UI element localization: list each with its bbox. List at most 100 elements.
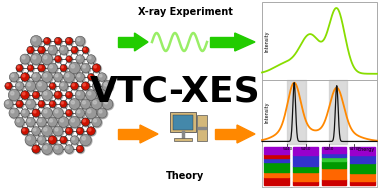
Circle shape <box>77 56 85 64</box>
Circle shape <box>54 91 62 99</box>
Circle shape <box>67 57 69 59</box>
Circle shape <box>17 83 20 86</box>
Bar <box>264 147 289 154</box>
Circle shape <box>15 82 24 90</box>
Bar <box>264 154 289 158</box>
Bar <box>322 157 346 161</box>
Circle shape <box>83 84 85 86</box>
Bar <box>293 172 318 181</box>
Circle shape <box>21 127 29 135</box>
Circle shape <box>21 109 29 117</box>
Circle shape <box>27 83 31 86</box>
Circle shape <box>39 47 46 55</box>
Circle shape <box>71 101 74 104</box>
Circle shape <box>26 82 36 92</box>
Circle shape <box>55 146 58 149</box>
Circle shape <box>26 135 37 146</box>
Circle shape <box>42 54 53 65</box>
Circle shape <box>25 135 36 146</box>
Circle shape <box>93 101 96 104</box>
Circle shape <box>27 118 36 127</box>
Circle shape <box>33 110 41 118</box>
Circle shape <box>66 56 72 62</box>
Circle shape <box>39 137 42 140</box>
Circle shape <box>17 102 20 104</box>
Circle shape <box>54 127 64 137</box>
Circle shape <box>32 127 40 135</box>
Circle shape <box>5 100 14 109</box>
Circle shape <box>88 74 94 81</box>
Circle shape <box>88 56 91 59</box>
Circle shape <box>77 74 80 77</box>
Circle shape <box>6 83 13 90</box>
Circle shape <box>17 101 24 108</box>
Circle shape <box>77 57 80 59</box>
Circle shape <box>16 100 23 108</box>
Circle shape <box>49 83 56 89</box>
Bar <box>322 161 346 168</box>
Bar <box>292 146 319 186</box>
Bar <box>322 168 346 179</box>
Circle shape <box>50 101 57 108</box>
Circle shape <box>33 92 40 100</box>
Circle shape <box>91 117 101 127</box>
Circle shape <box>22 74 30 82</box>
Circle shape <box>67 39 69 41</box>
Circle shape <box>23 129 25 131</box>
Circle shape <box>36 80 47 92</box>
Circle shape <box>38 136 46 145</box>
Circle shape <box>30 53 42 65</box>
Circle shape <box>22 91 30 100</box>
Circle shape <box>87 127 95 135</box>
Circle shape <box>22 56 25 59</box>
Circle shape <box>102 99 113 109</box>
Circle shape <box>45 39 47 41</box>
Circle shape <box>82 64 91 73</box>
Circle shape <box>99 92 102 95</box>
Circle shape <box>60 82 69 91</box>
Circle shape <box>55 74 58 77</box>
Circle shape <box>53 144 63 154</box>
Circle shape <box>56 39 58 41</box>
Circle shape <box>43 56 47 59</box>
Text: Intensity: Intensity <box>265 101 270 123</box>
Bar <box>173 115 193 130</box>
Circle shape <box>11 110 14 113</box>
Circle shape <box>77 92 80 95</box>
Circle shape <box>4 100 13 108</box>
Circle shape <box>61 47 64 50</box>
Circle shape <box>8 89 20 101</box>
Circle shape <box>50 47 53 50</box>
Bar <box>321 146 347 186</box>
Circle shape <box>76 91 86 101</box>
Circle shape <box>76 145 84 153</box>
Circle shape <box>77 110 80 113</box>
Circle shape <box>43 37 51 45</box>
Circle shape <box>81 100 91 110</box>
Circle shape <box>56 93 58 95</box>
Circle shape <box>72 48 74 50</box>
Circle shape <box>42 126 53 137</box>
Circle shape <box>65 37 73 45</box>
Circle shape <box>34 93 36 95</box>
Circle shape <box>33 56 36 59</box>
Circle shape <box>77 38 80 41</box>
Circle shape <box>61 66 64 68</box>
Circle shape <box>82 119 90 127</box>
Circle shape <box>76 127 84 135</box>
Circle shape <box>16 64 23 72</box>
Circle shape <box>88 129 91 131</box>
Circle shape <box>39 48 42 50</box>
Circle shape <box>71 119 74 122</box>
Polygon shape <box>118 37 135 47</box>
Circle shape <box>38 46 45 54</box>
Circle shape <box>69 116 80 128</box>
Polygon shape <box>210 37 235 47</box>
Circle shape <box>70 136 79 144</box>
Circle shape <box>94 65 96 68</box>
Circle shape <box>10 109 20 119</box>
Circle shape <box>21 73 29 81</box>
Bar <box>197 115 207 141</box>
Polygon shape <box>215 129 237 139</box>
Circle shape <box>61 65 68 72</box>
